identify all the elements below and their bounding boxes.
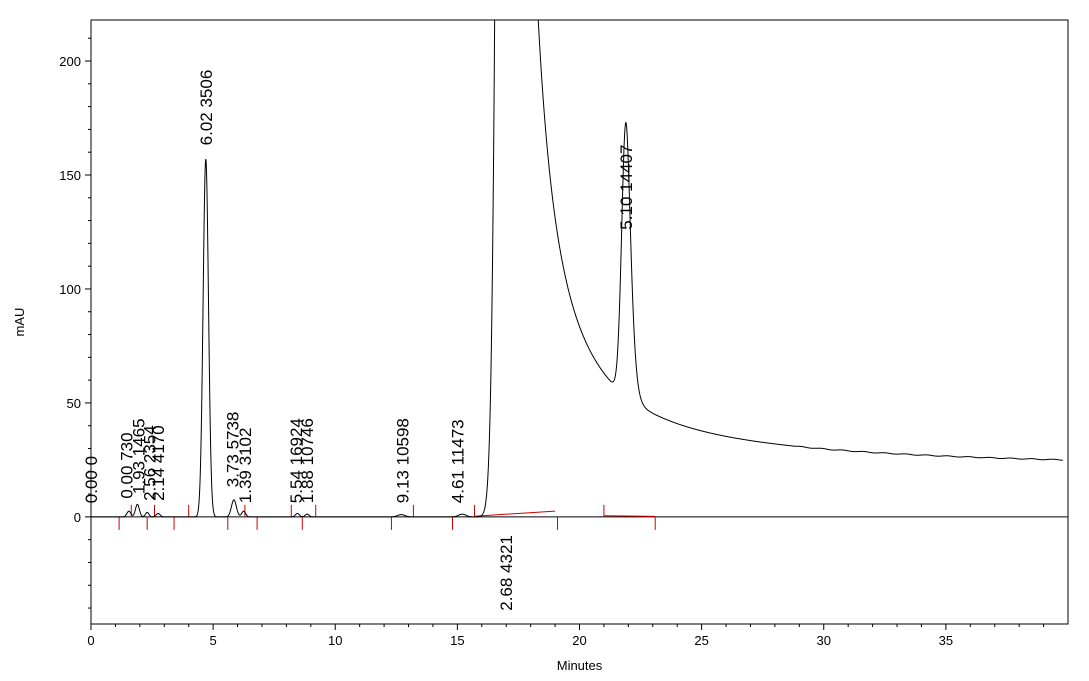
baseline-segment — [474, 510, 556, 517]
peak-label: 5.10 14407 — [617, 145, 636, 230]
peak-label: 4.61 11473 — [448, 419, 467, 503]
peak-label: 0.00 730 — [117, 432, 136, 498]
x-axis-title: Minutes — [557, 658, 603, 673]
y-tick-label: 50 — [67, 396, 81, 411]
peak-label: 3.73 5738 — [224, 412, 243, 488]
y-axis: 0 50 100 150 200 — [59, 37, 91, 609]
peak-label: 2.14 4170 — [149, 425, 168, 501]
y-tick-label: 200 — [59, 54, 81, 69]
x-tick-label: 15 — [450, 633, 464, 648]
x-tick-label: 20 — [572, 633, 586, 648]
x-tick-label: 25 — [694, 633, 708, 648]
peak-label: 5.54 16924 — [287, 418, 306, 503]
x-axis: 0 5 10 15 20 25 30 35 — [87, 624, 1045, 648]
peak-label: 9.13 10598 — [393, 418, 412, 503]
peak-label: 1.39 3102 — [236, 428, 255, 504]
x-tick-label: 5 — [210, 633, 217, 648]
chromatogram-trace — [91, 20, 1063, 518]
integration-baseline — [118, 504, 656, 530]
peak-label: 0.00 0 — [82, 456, 101, 503]
peak-label: 2.56 2354 — [141, 425, 160, 501]
y-tick-label: 0 — [74, 510, 81, 525]
peak-label: 2.68 4321 — [497, 535, 516, 611]
y-tick-label: 150 — [59, 168, 81, 183]
peak-label: 1.88 10746 — [298, 418, 317, 503]
plot-frame — [90, 19, 1069, 625]
baseline-segment — [603, 515, 656, 517]
y-tick-label: 100 — [59, 282, 81, 297]
peak-label: 1.93 1465 — [130, 418, 149, 494]
x-tick-label: 10 — [328, 633, 342, 648]
peak-label: 6.02 3506 — [197, 70, 216, 146]
x-tick-label: 0 — [87, 633, 94, 648]
y-axis-title: mAU — [12, 308, 27, 337]
x-tick-label: 35 — [939, 633, 953, 648]
x-tick-label: 30 — [817, 633, 831, 648]
